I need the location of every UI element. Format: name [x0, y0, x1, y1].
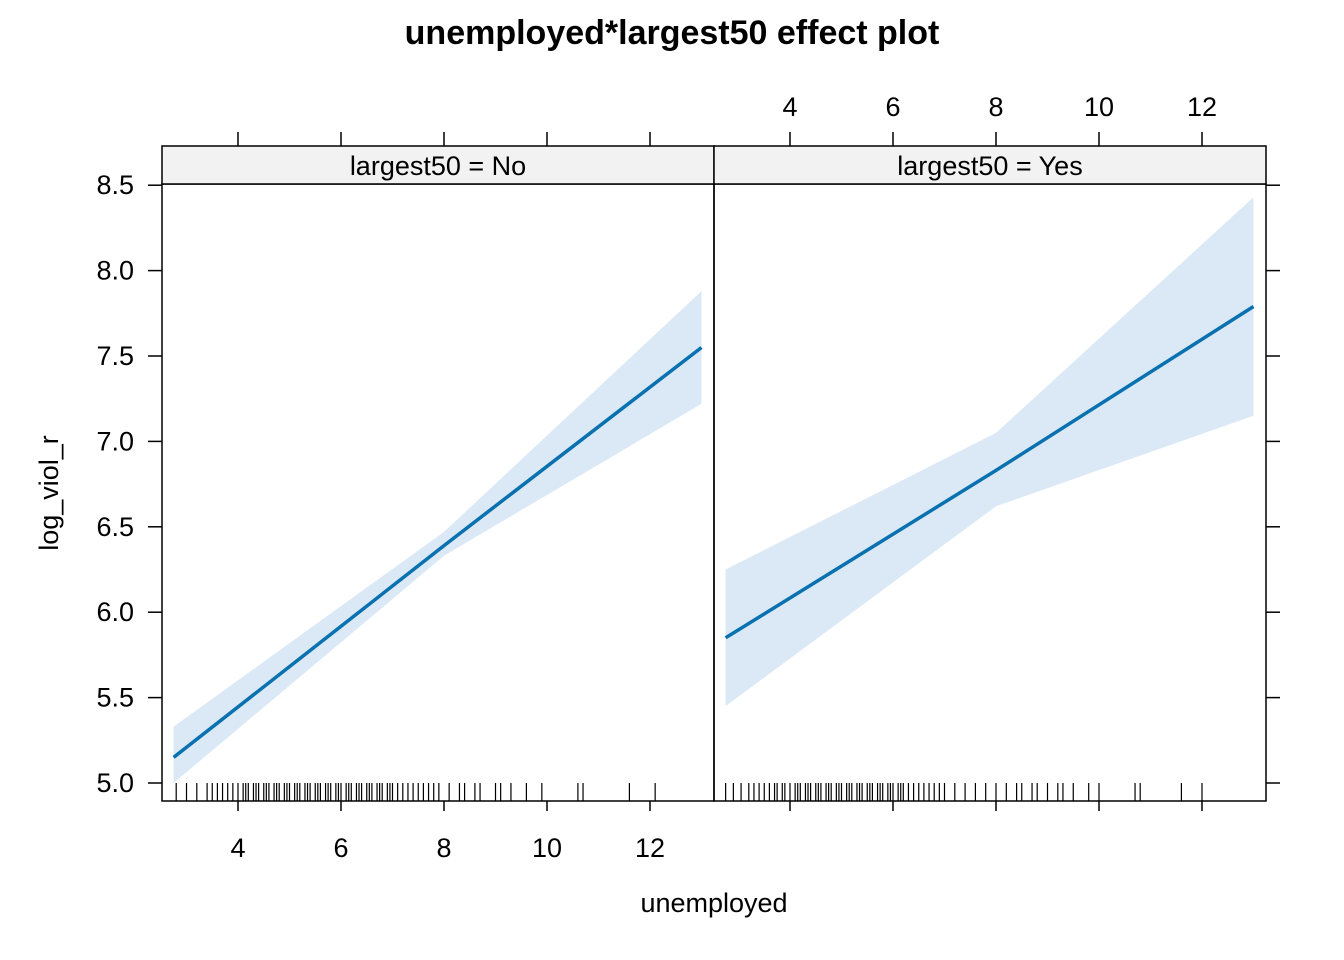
- x-tick-label: 8: [436, 833, 451, 863]
- fit-line: [172, 346, 703, 759]
- x-tick-label: 8: [988, 92, 1003, 122]
- x-axis-label: unemployed: [640, 888, 787, 918]
- y-axis: 5.0 5.5 6.0 6.5 7.0 7.5 8.0 8.5: [96, 170, 1280, 798]
- x-tick-label: 12: [635, 833, 665, 863]
- y-tick-label: 7.0: [96, 426, 134, 456]
- strip-box: [713, 145, 1267, 185]
- x-tick-label: 6: [333, 833, 348, 863]
- y-tick-label: 5.5: [96, 683, 134, 713]
- panel-2: largest50 = Yes 4 6 8 10 12: [713, 92, 1267, 811]
- x-tick-label: 10: [1084, 92, 1114, 122]
- y-tick-label: 5.0: [96, 768, 134, 798]
- strip-label: largest50 = No: [350, 151, 526, 181]
- x-tick-label: 10: [532, 833, 562, 863]
- strip-label: largest50 = Yes: [897, 151, 1082, 181]
- y-tick-label: 8.5: [96, 170, 134, 200]
- rug-marks: [175, 783, 656, 801]
- y-tick-label: 6.0: [96, 597, 134, 627]
- x-tick-label: 12: [1187, 92, 1217, 122]
- strip-box: [161, 145, 715, 185]
- panels-group: largest50 = No 4 6 8 10 12 largest50 = Yes 4 6 8 1…: [96, 92, 1280, 863]
- y-tick-label: 8.0: [96, 256, 134, 286]
- chart-title: unemployed*largest50 effect plot: [405, 14, 940, 52]
- x-tick-label: 4: [230, 833, 245, 863]
- confidence-band: [173, 291, 702, 783]
- y-axis-label: log_viol_r: [34, 435, 64, 551]
- y-tick-label: 6.5: [96, 512, 134, 542]
- fit-line: [724, 305, 1255, 640]
- x-tick-label: 6: [885, 92, 900, 122]
- x-tick-label: 4: [782, 92, 797, 122]
- confidence-band: [725, 197, 1254, 707]
- panel-1: largest50 = No 4 6 8 10 12: [161, 132, 715, 863]
- rug-marks: [725, 783, 1203, 801]
- y-tick-label: 7.5: [96, 341, 134, 371]
